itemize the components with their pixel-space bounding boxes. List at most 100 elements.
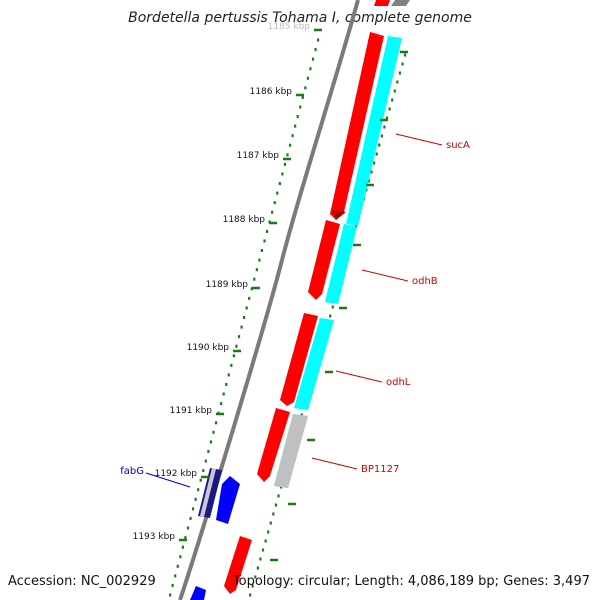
cds-fabG — [216, 476, 240, 524]
inner-dot — [214, 421, 218, 425]
cds-gray — [391, 0, 410, 6]
inner-dot — [286, 153, 289, 157]
inner-dot — [294, 124, 297, 128]
inner-dot — [202, 469, 205, 473]
inner-dot — [276, 191, 279, 195]
outer-dot — [331, 305, 334, 309]
cog-sucA — [346, 36, 402, 226]
tick-track-dots — [169, 38, 407, 597]
inner-dot — [197, 488, 200, 492]
inner-dot — [220, 402, 223, 406]
arrow-head — [332, 210, 346, 220]
outer-dot — [383, 125, 386, 129]
cds-BP1127 — [257, 408, 290, 482]
gene-label: odhL — [386, 377, 411, 388]
inner-dot — [204, 459, 207, 463]
inner-dot — [186, 526, 190, 530]
inner-dot — [207, 449, 210, 453]
tick-label: 1193 kbp — [133, 532, 176, 542]
cds-odhL — [280, 313, 318, 406]
inner-dot — [296, 115, 299, 119]
inner-dot — [181, 545, 184, 549]
outer-dot — [388, 107, 391, 111]
inner-dot — [301, 95, 304, 99]
outer-dot — [254, 575, 257, 579]
outer-dot — [261, 548, 265, 552]
inner-dot — [273, 201, 276, 205]
outer-dot — [373, 161, 376, 165]
cog-BP1127 — [274, 414, 308, 488]
inner-dot — [317, 38, 320, 42]
inner-dot — [291, 134, 294, 138]
outer-dot — [378, 143, 381, 147]
outer-dot — [259, 557, 262, 561]
inner-dot — [283, 162, 287, 166]
inner-dot — [250, 287, 253, 291]
tick-label: 1192 kbp — [155, 469, 198, 479]
inner-dot — [225, 382, 228, 386]
map-title: Bordetella pertussis Tohama I, complete … — [128, 10, 472, 26]
gene-label: BP1127 — [361, 464, 399, 475]
tick-label: 1187 kbp — [237, 151, 280, 161]
cds-fabG-stripe — [200, 468, 216, 517]
inner-dot — [311, 57, 315, 61]
gene-label: fabG — [120, 466, 144, 477]
inner-dot — [194, 497, 197, 501]
inner-dot — [191, 507, 195, 511]
cog-odhL — [294, 318, 334, 410]
inner-dot — [263, 239, 266, 243]
inner-dot — [189, 516, 192, 520]
inner-dot — [176, 564, 179, 568]
inner-dot — [260, 249, 264, 253]
gene-label: sucA — [446, 140, 470, 151]
feature-track — [190, 0, 410, 600]
inner-dot — [222, 392, 225, 396]
leader-line — [395, 133, 443, 146]
inner-dot — [306, 76, 309, 80]
inner-dot — [169, 593, 172, 597]
outer-dot — [370, 170, 373, 174]
inner-dot — [288, 143, 292, 147]
kbp-ticks: 1185 kbp 1186 kbp 1187 kbp 1188 kbp 1189 kbp… — [133, 22, 408, 562]
inner-dot — [248, 296, 251, 300]
outer-dot — [267, 530, 270, 534]
outer-dot — [401, 62, 404, 66]
inner-dot — [278, 182, 281, 186]
outer-dot — [375, 152, 378, 156]
inner-dot — [232, 354, 235, 358]
inner-dot — [258, 258, 261, 262]
outer-dot — [396, 80, 399, 84]
inner-dot — [243, 316, 246, 319]
outer-dot — [391, 98, 394, 102]
outer-dot — [329, 314, 332, 318]
outer-dot — [249, 593, 252, 597]
cds-odhB — [308, 220, 340, 300]
cds-lower — [224, 536, 252, 594]
outer-dot — [385, 116, 389, 120]
inner-dot — [309, 67, 312, 71]
cds-forward — [374, 0, 390, 6]
inner-dot — [314, 48, 317, 52]
inner-dot — [179, 555, 182, 559]
outer-dot — [393, 89, 396, 93]
inner-dot — [304, 86, 307, 90]
outer-dot — [404, 53, 407, 57]
inner-dot — [281, 172, 284, 176]
inner-dot — [184, 536, 187, 540]
outer-dot — [264, 539, 267, 543]
leader-line — [361, 269, 409, 282]
outer-dot — [380, 134, 383, 138]
outer-dot — [354, 224, 358, 228]
accession-text: Accession: NC_002929 — [8, 574, 156, 589]
tick-label: 1188 kbp — [223, 215, 266, 225]
leader-line — [335, 370, 383, 383]
tick-label: 1185 kbp — [268, 22, 311, 32]
outer-dot — [274, 503, 278, 507]
inner-dot — [299, 105, 302, 109]
length-text: Length: 4,086,189 bp; — [354, 574, 500, 589]
tick-label: 1186 kbp — [250, 87, 293, 97]
outer-dot — [269, 521, 272, 525]
inner-dot — [253, 277, 256, 281]
topology-text: Topology: circular; — [232, 574, 351, 589]
